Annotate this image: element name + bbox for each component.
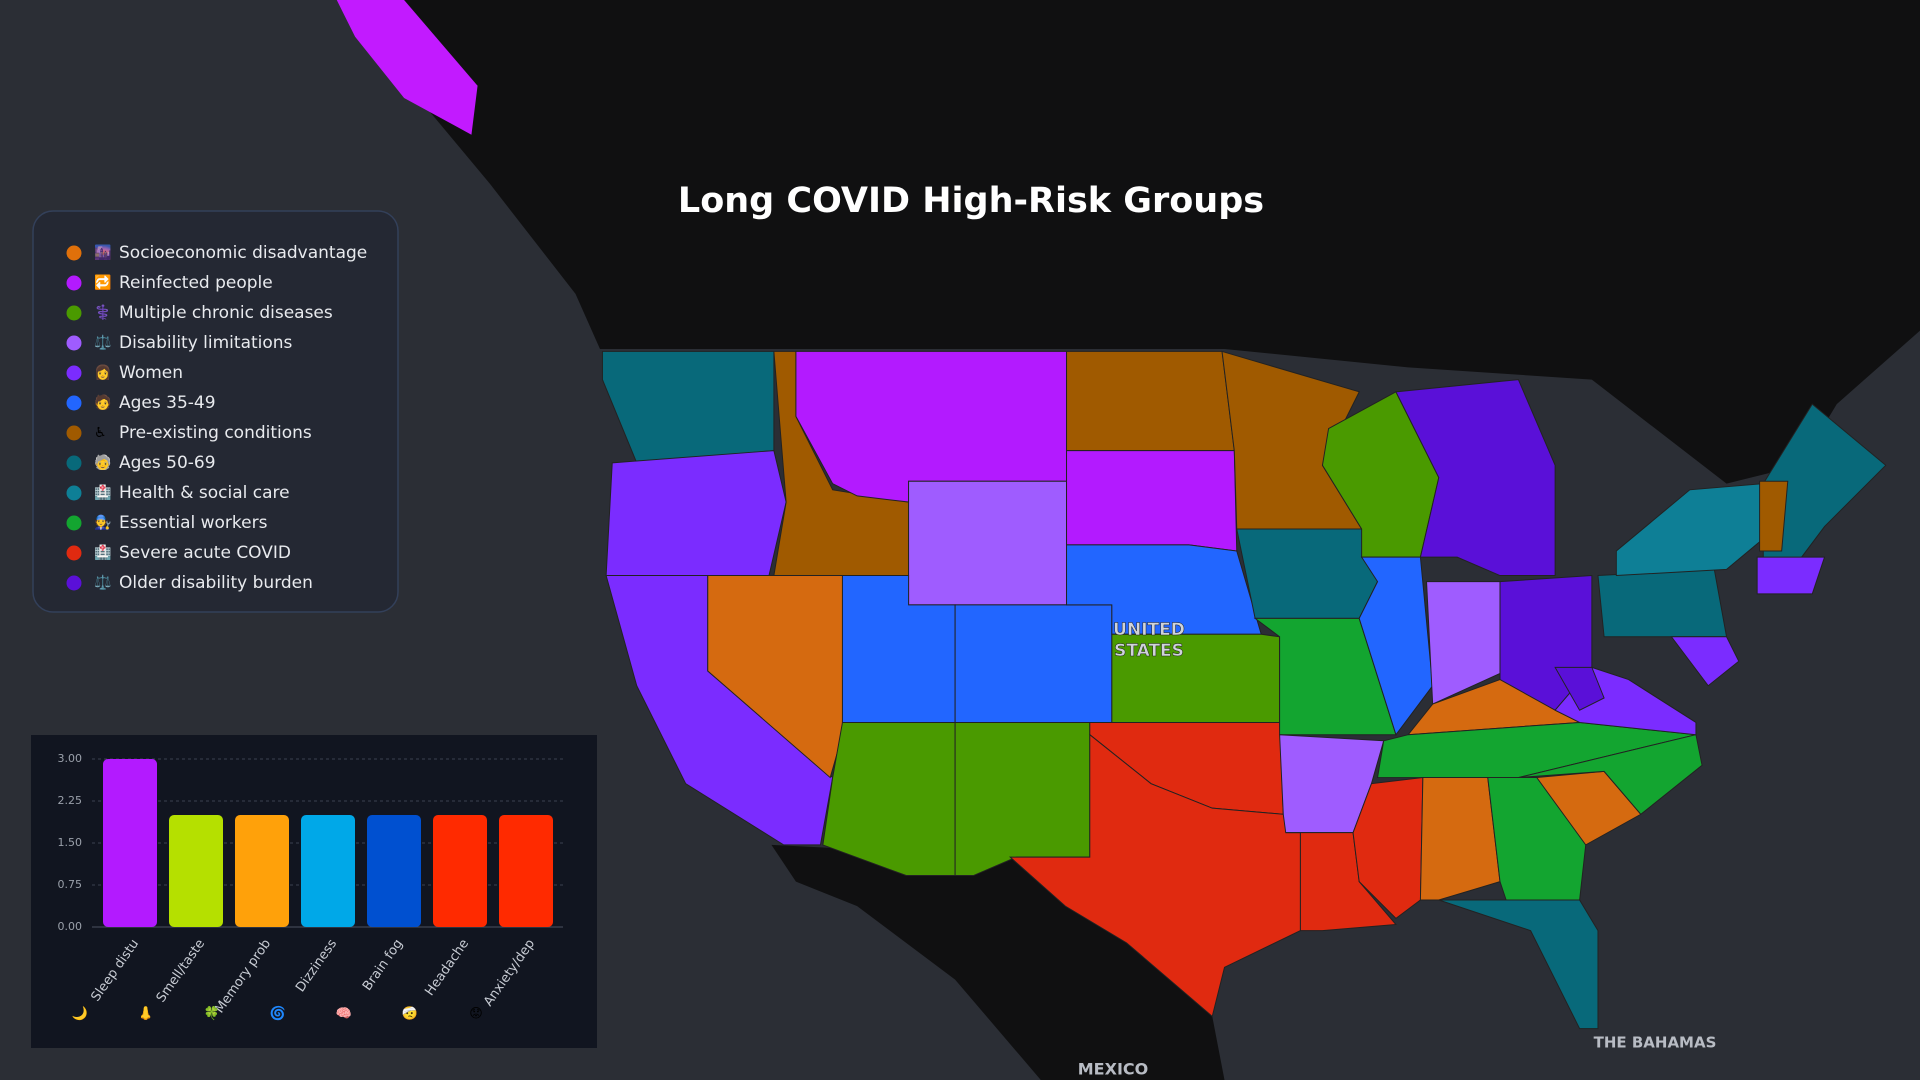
y-tick-label: 2.25 — [58, 794, 83, 807]
basemap — [336, 0, 1920, 1080]
legend-label: Pre-existing conditions — [119, 423, 312, 443]
legend-icon: ⚖️ — [94, 334, 111, 351]
legend-swatch — [66, 245, 82, 261]
legend-swatch — [66, 335, 82, 351]
state — [1670, 636, 1740, 687]
legend-swatch — [66, 395, 82, 411]
state — [1615, 483, 1764, 577]
legend-swatch — [66, 425, 82, 441]
legend-icon: 🔁 — [94, 274, 111, 291]
legend-label: Reinfected people — [119, 273, 273, 293]
mexico-label: MEXICO — [1078, 1060, 1148, 1079]
state — [795, 350, 1068, 503]
legend: 🌆 Socioeconomic disadvantage 🔁 Reinfected p… — [32, 210, 399, 613]
state — [954, 721, 1091, 877]
bar — [433, 815, 487, 927]
x-tick-icon: 🧠 — [336, 1007, 352, 1022]
legend-icon: 🌆 — [94, 244, 111, 261]
x-tick-icon: 👃 — [138, 1006, 154, 1022]
state — [1066, 450, 1238, 552]
country-label: UNITED STATES — [1113, 620, 1185, 661]
state — [601, 350, 775, 464]
state — [1759, 480, 1789, 552]
state — [1597, 568, 1728, 638]
state — [1438, 899, 1599, 1030]
legend-swatch — [66, 365, 82, 381]
states — [601, 350, 1887, 1030]
state — [1395, 379, 1556, 577]
legend-label: Severe acute COVID — [119, 543, 291, 563]
legend-icon: ⚕️ — [94, 304, 111, 321]
bar — [169, 815, 223, 927]
y-tick-label: 3.00 — [58, 752, 83, 765]
country-label-line: UNITED — [1113, 620, 1185, 640]
state — [605, 450, 787, 577]
legend-label: Multiple chronic diseases — [119, 303, 333, 323]
bar — [103, 759, 157, 927]
legend-icon: 🧓 — [94, 453, 111, 471]
legend-label: Ages 50-69 — [119, 453, 216, 473]
x-tick-icon: 🍀 — [204, 1006, 220, 1022]
state — [1236, 528, 1379, 619]
state — [908, 480, 1068, 606]
bar — [235, 815, 289, 927]
state — [1419, 777, 1501, 901]
legend-swatch — [66, 275, 82, 291]
legend-icon: 👩 — [94, 364, 111, 381]
legend-icon: 🧑 — [94, 393, 111, 411]
bc-highlight — [336, 0, 478, 135]
legend-label: Ages 35-49 — [119, 393, 216, 413]
bahamas-label: THE BAHAMAS — [1594, 1034, 1717, 1052]
state — [1756, 556, 1826, 595]
legend-swatch — [66, 575, 82, 591]
y-tick-label: 1.50 — [58, 836, 83, 849]
state — [822, 721, 956, 877]
country-label-line: STATES — [1114, 641, 1184, 661]
legend-icon: 🧑‍🔧 — [94, 514, 111, 531]
legend-swatch — [66, 455, 82, 471]
legend-swatch — [66, 485, 82, 501]
state — [1066, 350, 1235, 452]
mexico-land — [771, 844, 1225, 1080]
title: Long COVID High-Risk Groups — [678, 181, 1264, 221]
legend-label: Older disability burden — [119, 573, 313, 593]
y-tick-label: 0.75 — [58, 878, 83, 891]
legend-label: Health & social care — [119, 483, 290, 503]
legend-swatch — [66, 305, 82, 321]
legend-icon: ♿ — [94, 425, 107, 441]
canada-land — [336, 0, 1920, 484]
state — [1518, 734, 1703, 815]
legend-label: Socioeconomic disadvantage — [119, 243, 367, 263]
bar — [367, 815, 421, 927]
legend-icon: 🏥 — [94, 484, 111, 501]
state — [954, 604, 1113, 723]
legend-box — [32, 210, 399, 613]
y-tick-label: 0.00 — [58, 920, 83, 933]
x-tick-icon: 🤕 — [402, 1006, 418, 1022]
bar — [499, 815, 553, 927]
bar — [301, 815, 355, 927]
legend-label: Disability limitations — [119, 333, 293, 353]
legend-icon: 🏥 — [94, 544, 111, 561]
x-tick-icon: 🌙 — [72, 1006, 88, 1022]
legend-swatch — [66, 545, 82, 561]
x-tick-icon: 😟 — [469, 1007, 483, 1022]
legend-label: Essential workers — [119, 513, 268, 533]
state — [1554, 666, 1605, 711]
legend-swatch — [66, 515, 82, 531]
legend-label: Women — [119, 363, 183, 383]
x-tick-icon: 🌀 — [270, 1005, 286, 1022]
legend-icon: ⚖️ — [94, 574, 111, 591]
